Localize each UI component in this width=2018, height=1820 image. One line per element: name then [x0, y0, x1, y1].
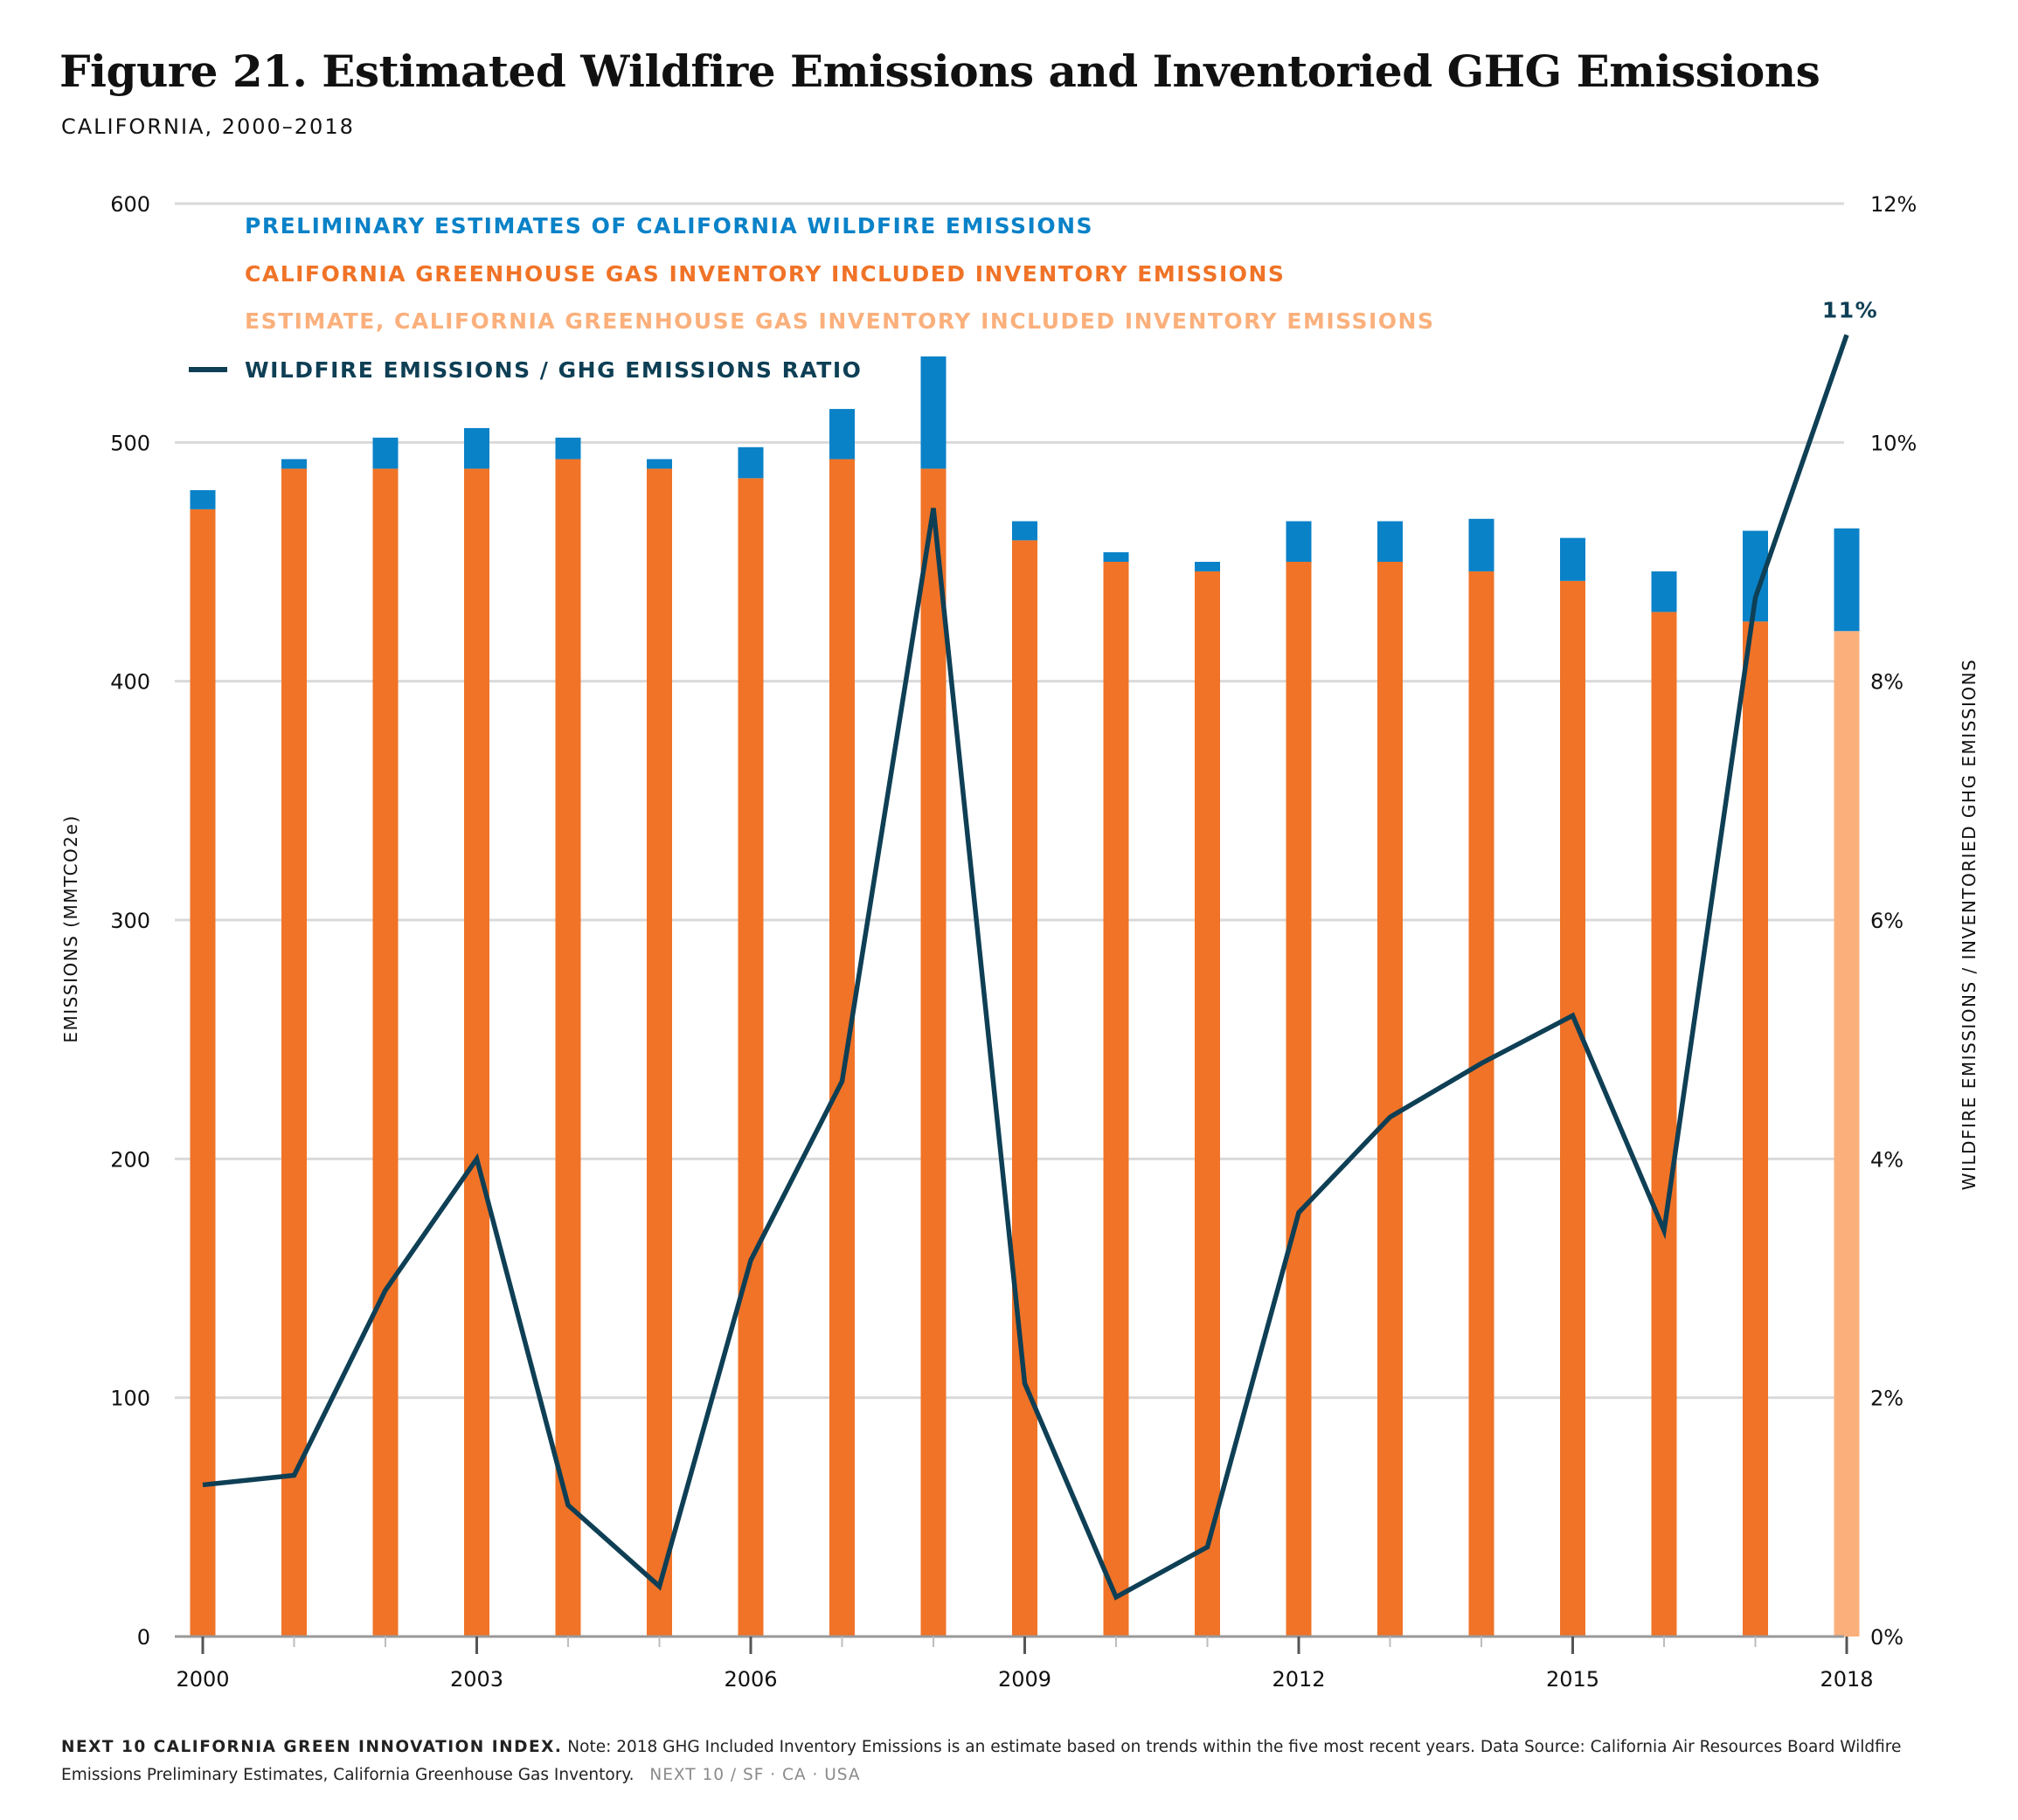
bar-inventory-2015 [1560, 580, 1585, 1637]
bar-inventory-2010 [1103, 562, 1129, 1637]
chart-subtitle: CALIFORNIA, 2000–2018 [61, 114, 355, 139]
ratio-annotation: 11% [1822, 297, 1878, 322]
y-tick-label: 600 [110, 192, 150, 217]
x-tick-label: 2015 [1546, 1667, 1599, 1692]
bar-wildfire-2012 [1286, 521, 1312, 562]
bar-wildfire-2016 [1651, 571, 1677, 612]
bar-wildfire-2000 [190, 490, 216, 509]
bar-wildfire-2001 [281, 459, 307, 469]
bar-inventory-2008 [920, 468, 947, 1637]
bar-inventory-2013 [1377, 562, 1403, 1637]
y-tick-label: 0 [137, 1625, 150, 1650]
bar-wildfire-2006 [738, 446, 764, 479]
bar-inventory-2005 [647, 468, 672, 1637]
y-tick-label: 100 [110, 1387, 150, 1411]
footnote-tag: NEXT 10 / SF · CA · USA [649, 1766, 861, 1784]
bar-inventory-2011 [1195, 571, 1220, 1637]
x-tick-label: 2012 [1272, 1667, 1325, 1692]
bar-wildfire-2009 [1012, 521, 1037, 541]
bar-wildfire-2014 [1468, 518, 1494, 571]
bar-inventory-2000 [190, 509, 216, 1637]
bar-inventory-2003 [464, 468, 489, 1637]
bar-inventory-2014 [1468, 571, 1494, 1637]
y-axis-title: EMISSIONS (MMTCO2e) [60, 814, 81, 1042]
legend-item: ESTIMATE, CALIFORNIA GREENHOUSE GAS INVE… [245, 308, 1435, 334]
footnote-text: Note: 2018 GHG Included Inventory Emissi… [61, 1738, 1902, 1784]
bar-inventory-2009 [1012, 540, 1037, 1637]
chart-title: Figure 21. Estimated Wildfire Emissions … [59, 45, 1820, 97]
bar-inventory-2016 [1651, 612, 1677, 1637]
bar-wildfire-2007 [829, 409, 855, 460]
y2-tick-label: 4% [1870, 1147, 1904, 1172]
bar-inventory-2004 [555, 459, 581, 1637]
x-tick-label: 2018 [1820, 1667, 1873, 1692]
y-tick-label: 200 [110, 1147, 150, 1172]
bar-wildfire-2004 [555, 437, 581, 460]
bar-wildfire-2008 [920, 356, 947, 469]
bar-wildfire-2015 [1560, 537, 1585, 581]
y2-tick-label: 2% [1870, 1387, 1904, 1411]
chart-svg: 0 100 200 300 400 500 600 0% 2% 4% 6% 8% 10% 12% 2000 2… [60, 192, 1980, 1692]
bar-inventory-2012 [1286, 562, 1312, 1637]
y-tick-label: 500 [110, 431, 150, 455]
bar-inventory-2001 [281, 468, 307, 1637]
bar-wildfire-2018 [1834, 528, 1860, 632]
footnote-brand: NEXT 10 CALIFORNIA GREEN INNOVATION INDE… [61, 1738, 563, 1756]
x-tick-label: 2003 [450, 1667, 503, 1692]
bar-wildfire-2003 [464, 427, 489, 469]
x-tick-label: 2009 [998, 1667, 1051, 1692]
y-tick-label: 400 [110, 670, 150, 695]
bar-wildfire-2013 [1377, 521, 1403, 562]
bar-estimate-2018 [1834, 631, 1860, 1637]
y2-tick-label: 10% [1870, 431, 1917, 455]
y-tick-label: 300 [110, 909, 150, 933]
y2-tick-label: 12% [1870, 192, 1917, 217]
legend-item: WILDFIRE EMISSIONS / GHG EMISSIONS RATIO [245, 357, 862, 383]
x-tick-label: 2006 [724, 1667, 777, 1692]
bar-inventory-2017 [1743, 621, 1768, 1637]
legend-item: PRELIMINARY ESTIMATES OF CALIFORNIA WILD… [245, 213, 1093, 239]
bar-inventory-2007 [829, 459, 855, 1637]
ratio-line [202, 334, 1849, 1601]
bar-wildfire-2011 [1195, 562, 1220, 571]
footnote: NEXT 10 CALIFORNIA GREEN INNOVATION INDE… [61, 1733, 1958, 1789]
y2-tick-label: 0% [1870, 1625, 1904, 1650]
x-tick-label: 2000 [176, 1667, 229, 1692]
y2-tick-label: 8% [1870, 670, 1904, 695]
bar-wildfire-2002 [372, 437, 399, 469]
bar-inventory-2006 [738, 478, 764, 1637]
y2-axis-title: WILDFIRE EMISSIONS / INVENTORIED GHG EMI… [1959, 659, 1980, 1191]
bar-wildfire-2005 [647, 459, 672, 469]
legend-item: CALIFORNIA GREENHOUSE GAS INVENTORY INCL… [245, 261, 1285, 287]
y2-tick-label: 6% [1870, 909, 1904, 933]
bar-wildfire-2010 [1103, 552, 1129, 562]
bar-inventory-2002 [372, 468, 399, 1637]
